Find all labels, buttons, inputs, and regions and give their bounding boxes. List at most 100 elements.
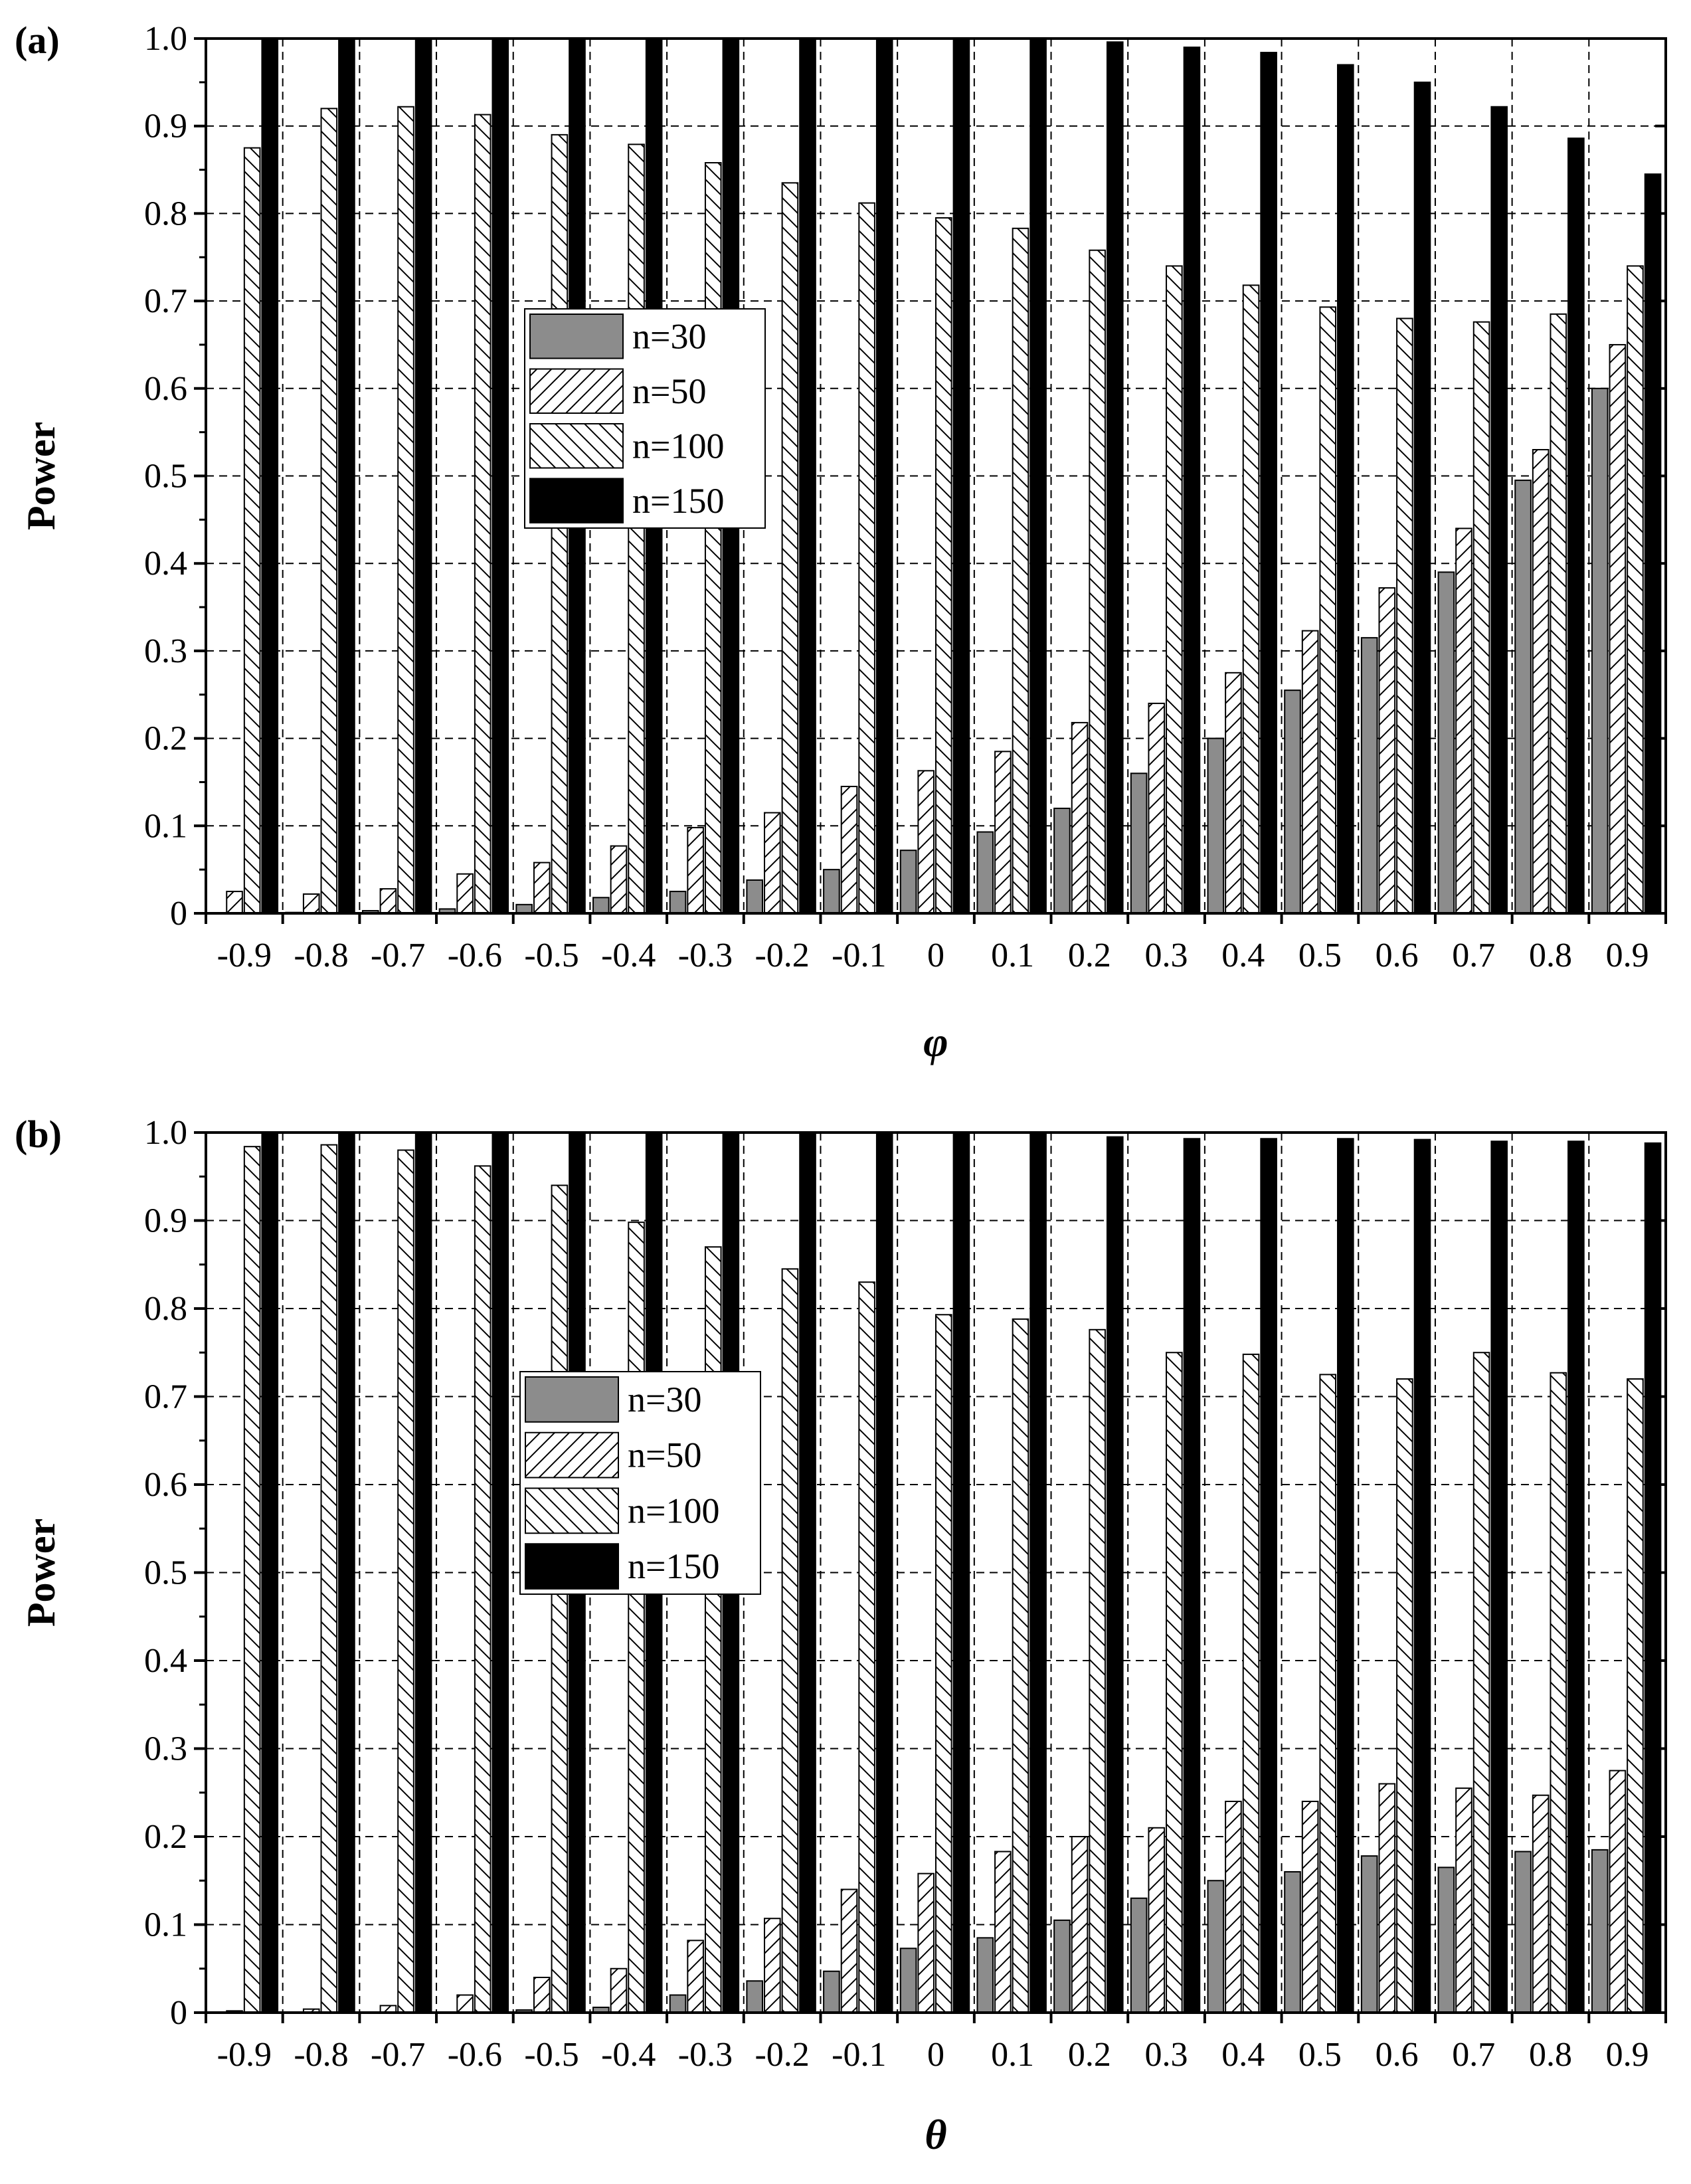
bar: [858, 1281, 875, 2013]
y-tick-label: 0.5: [144, 458, 187, 496]
bar: [1490, 106, 1508, 915]
bar: [746, 879, 764, 914]
bar: [1413, 81, 1431, 915]
bar: [840, 786, 858, 915]
bar: [994, 1851, 1012, 2013]
legend-label: n=100: [632, 426, 724, 466]
bar: [1455, 527, 1472, 914]
bar: [1567, 1140, 1585, 2013]
bar: [1437, 571, 1455, 914]
bar: [1183, 46, 1201, 914]
bar: [1567, 137, 1585, 915]
bar: [1106, 41, 1124, 915]
bar: [1644, 1142, 1662, 2013]
y-tick-label: 0.1: [144, 1906, 187, 1944]
x-tick-label: -0.1: [832, 937, 886, 974]
x-tick-label: -0.4: [601, 2036, 656, 2074]
bar: [1089, 249, 1106, 914]
bar: [1089, 1328, 1106, 2013]
bar: [1130, 1897, 1148, 2013]
bar: [1360, 637, 1378, 915]
bar: [414, 1132, 432, 2013]
bar: [899, 1948, 917, 2013]
y-tick-label: 0.4: [144, 545, 187, 583]
bar: [1319, 306, 1337, 915]
bar: [1591, 1849, 1609, 2013]
bar: [823, 1970, 840, 2014]
bar: [1053, 1919, 1071, 2013]
bar: [1166, 1352, 1183, 2013]
x-tick-label: 0.6: [1376, 2036, 1419, 2074]
bar: [1225, 672, 1242, 914]
x-tick-label: -0.8: [294, 2036, 348, 2074]
bar: [994, 751, 1012, 914]
bar: [1148, 702, 1166, 915]
bar: [414, 38, 432, 914]
bar: [1148, 1827, 1166, 2013]
bar: [1396, 318, 1413, 914]
bar: [1284, 1871, 1301, 2013]
x-tick-label: 0.3: [1145, 937, 1188, 974]
bar: [474, 1165, 491, 2013]
x-tick-label: -0.2: [755, 937, 809, 974]
x-tick-label: -0.6: [448, 937, 502, 974]
bar: [1514, 1851, 1532, 2013]
bar: [456, 873, 474, 914]
y-tick-label: 0.1: [144, 807, 187, 845]
bar: [474, 114, 491, 915]
bar: [1071, 1836, 1089, 2013]
bar: [799, 1132, 816, 2013]
bar: [261, 38, 279, 914]
bar: [1301, 1801, 1319, 2013]
bar: [687, 826, 704, 914]
bar: [610, 845, 628, 914]
panel-b: 00.10.20.30.40.50.60.70.80.91.0-0.9 -0.8-…: [15, 1113, 1667, 2158]
bar: [1413, 1138, 1431, 2013]
bar: [1207, 737, 1225, 914]
bar: [243, 147, 261, 914]
bar: [1183, 1138, 1201, 2013]
y-tick-label: 0.2: [144, 1818, 187, 1856]
bar: [397, 1149, 414, 2013]
bar: [1319, 1374, 1337, 2013]
y-tick-label: 0.3: [144, 632, 187, 670]
x-tick-label: 0.9: [1606, 937, 1649, 974]
bar: [1455, 1787, 1472, 2013]
bar: [1284, 689, 1301, 915]
legend-label: n=30: [632, 316, 706, 356]
y-tick-label: 1.0: [144, 20, 187, 58]
x-tick-label: 0.1: [991, 2036, 1034, 2074]
bar: [764, 812, 781, 915]
legend-label: n=50: [628, 1435, 701, 1475]
legend-swatch: [529, 368, 624, 414]
bar: [1644, 173, 1662, 914]
y-tick-label: 0.5: [144, 1554, 187, 1592]
x-tick-label: 0.4: [1221, 2036, 1265, 2074]
bar: [1532, 1794, 1550, 2014]
bar: [952, 38, 970, 914]
x-tick-label: -0.6: [448, 2036, 502, 2074]
bar: [610, 1967, 628, 2013]
y-tick-label: 0.6: [144, 370, 187, 408]
bar: [1609, 1770, 1627, 2013]
panel-label: (b): [15, 1113, 62, 1156]
x-tick-label: -0.1: [832, 2036, 886, 2074]
y-axis-title: Power: [19, 422, 63, 530]
y-tick-label: 0.8: [144, 1290, 187, 1328]
bar: [669, 891, 687, 914]
bar: [669, 1994, 687, 2013]
bar: [1071, 721, 1089, 915]
x-tick-label: -0.8: [294, 937, 348, 974]
x-tick-label: 0.5: [1298, 2036, 1342, 2074]
x-tick-label: -0.3: [678, 937, 733, 974]
bar: [243, 1146, 261, 2013]
x-tick-label: -0.3: [678, 2036, 733, 2074]
x-tick-label: -0.5: [524, 2036, 578, 2074]
y-tick-label: 0.7: [144, 1378, 187, 1416]
bar: [976, 831, 994, 915]
bar: [764, 1918, 781, 2014]
x-tick-label: 0.4: [1221, 937, 1265, 974]
x-tick-label: -0.5: [524, 937, 578, 974]
bar: [917, 770, 934, 914]
bar: [858, 202, 875, 915]
